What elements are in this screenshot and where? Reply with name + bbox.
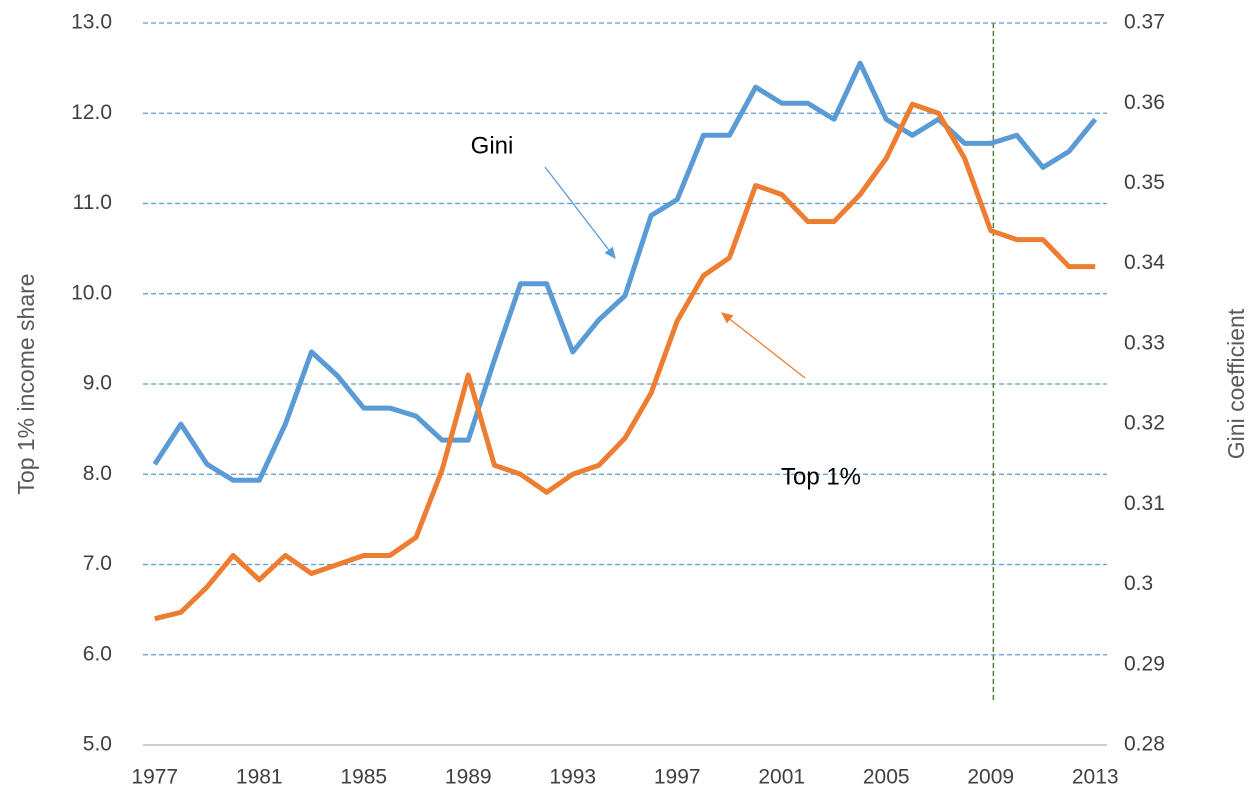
y-tick-label: 5.0 bbox=[83, 733, 112, 756]
y2-tick-label: 0.37 bbox=[1124, 11, 1165, 34]
y2-tick-label: 0.3 bbox=[1124, 572, 1153, 595]
annotation-arrow bbox=[720, 312, 806, 379]
y2-tick-label: 0.36 bbox=[1124, 91, 1165, 114]
y-tick-label: 13.0 bbox=[71, 11, 112, 34]
x-tick-label: 1993 bbox=[549, 766, 596, 789]
y2-tick-label: 0.35 bbox=[1124, 171, 1165, 194]
y2-tick-label: 0.32 bbox=[1124, 412, 1165, 435]
x-tick-label: 1985 bbox=[340, 766, 387, 789]
y-axis-title: Top 1% income share bbox=[13, 273, 39, 494]
annotation-arrow bbox=[544, 166, 616, 260]
y-tick-label: 12.0 bbox=[71, 101, 112, 124]
x-tick-label: 2001 bbox=[758, 766, 805, 789]
x-tick-label: 1977 bbox=[131, 766, 178, 789]
x-tick-label: 1981 bbox=[236, 766, 283, 789]
annotation: Gini bbox=[471, 132, 514, 159]
y-tick-label: 9.0 bbox=[83, 372, 112, 395]
series-line bbox=[152, 60, 1098, 483]
x-tick-label: 2013 bbox=[1072, 766, 1119, 789]
y2-tick-label: 0.28 bbox=[1124, 733, 1165, 756]
y-tick-label: 7.0 bbox=[83, 552, 112, 575]
y2-tick-label: 0.33 bbox=[1124, 331, 1165, 354]
x-tick-label: 2009 bbox=[967, 766, 1014, 789]
x-tick-label: 1997 bbox=[654, 766, 701, 789]
y2-tick-label: 0.34 bbox=[1124, 251, 1165, 274]
y-tick-label: 10.0 bbox=[71, 281, 112, 304]
y2-axis-title: Gini coefficient bbox=[1223, 308, 1249, 459]
y2-tick-label: 0.29 bbox=[1124, 652, 1165, 675]
y-tick-label: 6.0 bbox=[83, 642, 112, 665]
y-tick-label: 8.0 bbox=[83, 462, 112, 485]
x-tick-label: 1989 bbox=[445, 766, 492, 789]
y2-tick-label: 0.31 bbox=[1124, 492, 1165, 515]
series-line bbox=[154, 101, 1096, 622]
y-tick-label: 11.0 bbox=[73, 191, 112, 214]
annotation: Top 1% bbox=[781, 463, 861, 490]
x-tick-label: 2005 bbox=[863, 766, 910, 789]
